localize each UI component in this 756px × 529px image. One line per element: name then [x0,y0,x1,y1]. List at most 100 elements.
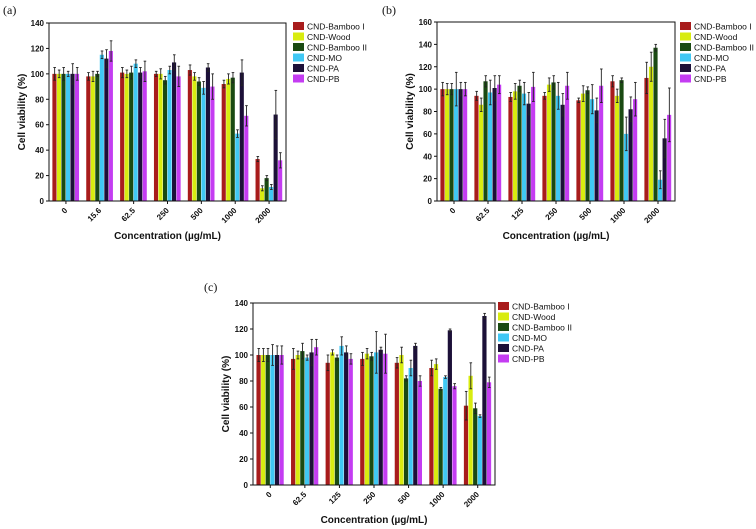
bar [542,95,547,201]
y-tick-label: 120 [31,44,45,53]
legend-label: CND-PA [307,64,339,74]
bar [104,58,109,201]
x-axis-label: Concentration (µg/mL) [114,231,221,242]
y-tick-label: 60 [35,121,44,130]
y-tick-label: 100 [31,70,45,79]
bar [546,84,552,201]
bar [192,76,197,201]
bar [610,81,615,201]
bar [454,89,459,201]
bar [482,316,487,485]
legend-swatch [293,32,304,41]
bar [444,89,450,201]
bar [429,368,434,485]
legend-swatch [293,64,304,72]
legend-label: CND-PB [307,74,340,84]
bar [52,73,57,201]
legend-label: CND-MO [694,53,729,63]
bar [274,355,280,485]
bar [260,188,265,201]
legend-label: CND-Wood [512,312,556,322]
y-tick-label: 120 [419,63,433,72]
bar [162,80,168,201]
bar [378,349,383,485]
bar [261,355,266,485]
legend-swatch [498,302,509,310]
y-tick-label: 160 [419,18,433,27]
legend-label: CND-MO [307,53,342,63]
legend-label: CND-PA [694,64,726,74]
x-axis-label: Concentration (µg/mL) [503,231,610,242]
bar [628,109,633,201]
bar [325,362,330,485]
bar [142,71,147,201]
bar [463,89,468,201]
bar [172,62,177,201]
legend-label: CND-Wood [694,32,738,42]
y-tick-label: 0 [40,197,45,206]
bar [624,133,629,201]
bar [255,159,260,201]
bar [348,358,353,485]
x-tick-label: 1000 [220,206,239,225]
bar [468,375,473,485]
legend-swatch [680,43,691,51]
bar [374,352,379,485]
x-tick-label: 0 [264,490,274,500]
bar [210,86,215,201]
bar [108,50,113,201]
x-tick-label: 0 [60,206,70,216]
bar [477,416,482,485]
y-tick-label: 20 [35,172,44,181]
bar [244,115,249,201]
bar [61,73,66,201]
bar [120,72,125,201]
bar [269,187,274,201]
x-tick-label: 250 [155,206,171,222]
x-tick-label: 62.5 [291,490,309,508]
y-tick-label: 40 [423,152,432,161]
bar [662,138,667,201]
bar [526,103,531,201]
x-tick-label: 62.5 [120,206,138,224]
legend-swatch [680,64,691,72]
legend-label: CND-Wood [307,32,351,42]
x-tick-label: 125 [327,490,343,506]
bar [576,100,581,201]
y-axis-label: Cell viability (%) [221,356,232,433]
panel-label: (a) [3,3,16,17]
bar [383,353,388,485]
bar [187,70,192,202]
y-tick-label: 100 [419,85,433,94]
x-tick-label: 500 [578,206,594,222]
legend-label: CND-Bamboo II [694,43,754,53]
bar [273,114,278,201]
chart-b: (b) 0 20 40 60 80 100 120 140 160 0 62.5 125 250 500 10… [382,3,754,242]
x-tick-label: 1000 [428,490,447,509]
legend-swatch [293,53,304,62]
bar [394,362,399,485]
x-tick-label: 0 [448,206,458,216]
legend-label: CND-Bamboo I [694,22,752,32]
bar [667,114,672,201]
bar [65,73,71,201]
bar [304,357,310,485]
bar [201,87,206,201]
panel-label: (c) [204,280,217,294]
bar [399,355,404,485]
legend-label: CND-PB [512,354,545,364]
y-axis-label: Cell viability (%) [405,73,416,150]
bar [300,351,305,485]
chart-c: (c) 0 20 40 60 80 100 120 140 0 62.5 125 250 500 1000 2… [204,280,572,526]
y-tick-label: 40 [35,146,44,155]
bar [226,78,231,201]
legend-swatch [680,74,691,83]
bar [278,160,283,201]
bar [133,63,138,201]
y-tick-label: 0 [428,197,433,206]
y-tick-label: 20 [423,175,432,184]
bar [633,99,638,201]
bar [239,72,244,201]
bar [488,92,493,201]
